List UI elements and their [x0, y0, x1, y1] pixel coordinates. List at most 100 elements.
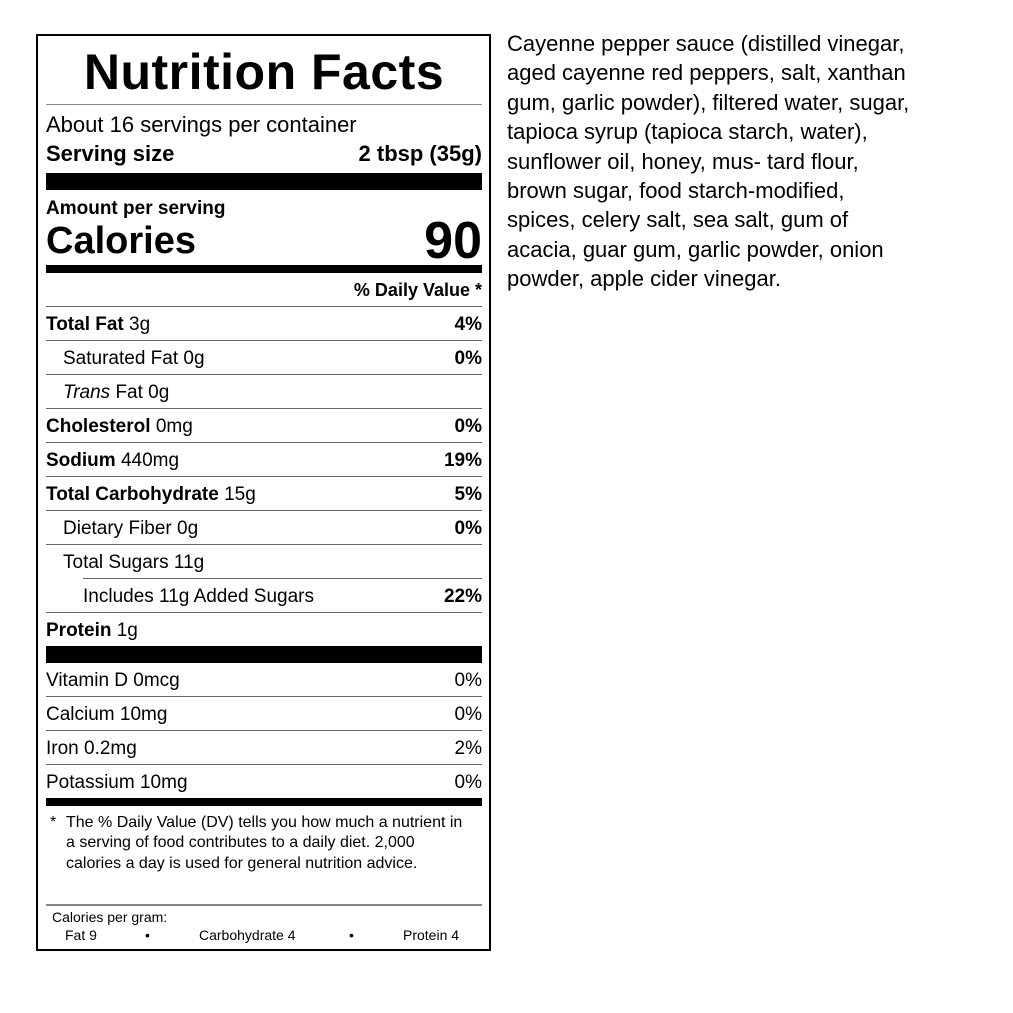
vitamin-daily-value: 0%	[454, 670, 482, 691]
nutrient-row: Includes 11g Added Sugars 22%	[46, 585, 482, 609]
medium-divider	[46, 265, 482, 273]
bullet: •	[349, 927, 354, 943]
thick-divider	[46, 173, 482, 190]
divider	[46, 612, 482, 613]
calories-row: Calories 90	[46, 212, 482, 270]
divider	[46, 408, 482, 409]
nutrient-amount: 0g	[177, 518, 199, 539]
nutrient-name: Total Fat	[46, 314, 124, 335]
nutrient-row: Total Carbohydrate 15g 5%	[46, 483, 482, 507]
nutrient-label: Sodium 440mg	[46, 449, 179, 473]
calories-per-gram-label: Calories per gram:	[52, 909, 168, 925]
nutrient-label: Saturated Fat 0g	[46, 347, 205, 371]
amount-per-serving: Amount per serving	[46, 198, 226, 219]
serving-size-value: 2 tbsp (35g)	[358, 141, 482, 166]
cpg-protein: Protein 4	[403, 927, 460, 943]
ingredients-line: spices, celery salt, sea salt, gum of	[507, 207, 849, 233]
nutrient-name: Cholesterol	[46, 416, 151, 437]
serving-size-label: Serving size	[46, 141, 175, 166]
vitamin-row: Potassium 10mg 0%	[46, 771, 482, 795]
nutrient-row: Dietary Fiber 0g 0%	[46, 517, 482, 541]
divider	[83, 578, 482, 579]
vitamin-name: Potassium 10mg	[46, 772, 188, 793]
nutrient-daily-value: 4%	[454, 314, 482, 335]
divider	[46, 544, 482, 545]
cpg-fat: Fat 9	[65, 927, 97, 943]
nutrient-amount: 11g	[173, 552, 205, 573]
ingredients-line: tapioca syrup (tapioca starch, water),	[507, 119, 868, 145]
nutrient-amount: 15g	[224, 484, 256, 505]
nutrient-label: Includes 11g Added Sugars	[46, 585, 314, 609]
nutrient-label: Total Sugars 11g	[46, 551, 204, 575]
nutrient-name: Sodium	[46, 450, 116, 471]
nutrient-row: Protein 1g	[46, 619, 482, 643]
divider	[46, 510, 482, 511]
label-title: Nutrition Facts	[83, 44, 445, 100]
ingredients-text: Cayenne pepper sauce (distilled vinegar,…	[507, 29, 909, 294]
vitamin-name: Calcium 10mg	[46, 704, 168, 725]
nutrient-amount: Fat 0g	[115, 382, 170, 403]
nutrient-amount: 440mg	[120, 450, 180, 471]
medium-divider	[46, 798, 482, 806]
nutrient-name: Dietary Fiber	[63, 518, 172, 539]
calories-label: Calories	[46, 220, 196, 262]
nutrient-name: Total Carbohydrate	[46, 484, 219, 505]
nutrient-label: Cholesterol 0mg	[46, 415, 193, 439]
calories-value: 90	[424, 212, 482, 270]
nutrient-amount: 1g	[116, 620, 138, 641]
daily-value-header: % Daily Value *	[353, 280, 482, 300]
nutrient-row: Total Sugars 11g	[46, 551, 482, 575]
vitamin-daily-value: 2%	[454, 738, 482, 759]
nutrient-label: Protein 1g	[46, 619, 138, 643]
vitamin-row: Vitamin D 0mcg 0%	[46, 669, 482, 693]
divider	[46, 730, 482, 731]
divider	[46, 374, 482, 375]
footnote: The % Daily Value (DV) tells you how muc…	[66, 814, 463, 872]
vitamin-daily-value: 0%	[454, 704, 482, 725]
divider	[46, 340, 482, 341]
ingredients-line: aged cayenne red peppers, salt, xanthan	[507, 60, 906, 86]
nutrient-label: Dietary Fiber 0g	[46, 517, 198, 541]
nutrient-amount: 0mg	[155, 416, 193, 437]
nutrient-row: Trans Fat 0g	[46, 381, 482, 405]
nutrient-daily-value: 0%	[454, 416, 482, 437]
vitamin-name: Iron 0.2mg	[46, 738, 137, 759]
divider	[46, 476, 482, 477]
ingredients-line: sunflower oil, honey, mus- tard flour,	[507, 148, 859, 174]
nutrient-name: Trans	[63, 382, 111, 403]
ingredients-line: acacia, guar gum, garlic powder, onion	[507, 236, 884, 262]
ingredients-line: Cayenne pepper sauce (distilled vinegar,	[507, 31, 905, 56]
nutrient-daily-value: 0%	[454, 518, 482, 539]
nutrient-daily-value: 19%	[443, 450, 482, 471]
nutrient-label: Total Carbohydrate 15g	[46, 483, 256, 507]
serving-size: Serving size 2 tbsp (35g)	[46, 142, 482, 166]
nutrient-amount: 0g	[183, 348, 205, 369]
nutrient-row: Total Fat 3g 4%	[46, 313, 482, 337]
nutrient-name: Saturated Fat	[63, 348, 179, 369]
vitamin-row: Iron 0.2mg 2%	[46, 737, 482, 761]
nutrient-daily-value: 22%	[443, 586, 482, 607]
nutrient-daily-value: 5%	[454, 484, 482, 505]
ingredients-line: powder, apple cider vinegar.	[507, 266, 781, 292]
vitamin-row: Calcium 10mg 0%	[46, 703, 482, 727]
nutrient-row: Sodium 440mg 19%	[46, 449, 482, 473]
nutrient-row: Cholesterol 0mg 0%	[46, 415, 482, 439]
bullet: •	[145, 927, 150, 943]
vitamin-daily-value: 0%	[454, 772, 482, 793]
nutrient-daily-value: 0%	[454, 348, 482, 369]
nutrient-row: Saturated Fat 0g 0%	[46, 347, 482, 371]
nutrient-name: Total Sugars	[63, 552, 169, 573]
ingredients-line: brown sugar, food starch-modified,	[507, 178, 845, 204]
divider	[46, 696, 482, 697]
nutrient-name: Protein	[46, 620, 112, 641]
servings-per-container: About 16 servings per container	[46, 112, 357, 137]
ingredients-line: gum, garlic powder), filtered water, sug…	[507, 89, 910, 115]
vitamin-name: Vitamin D 0mcg	[46, 670, 180, 691]
nutrient-name: Includes 11g Added Sugars	[83, 586, 314, 607]
footnote-star: *	[50, 814, 57, 831]
divider	[46, 442, 482, 443]
nutrient-label: Trans Fat 0g	[46, 381, 169, 405]
nutrient-label: Total Fat 3g	[46, 313, 150, 337]
nutrition-facts-label: Nutrition Facts About 16 servings per co…	[36, 34, 491, 951]
nutrient-amount: 3g	[129, 314, 151, 335]
